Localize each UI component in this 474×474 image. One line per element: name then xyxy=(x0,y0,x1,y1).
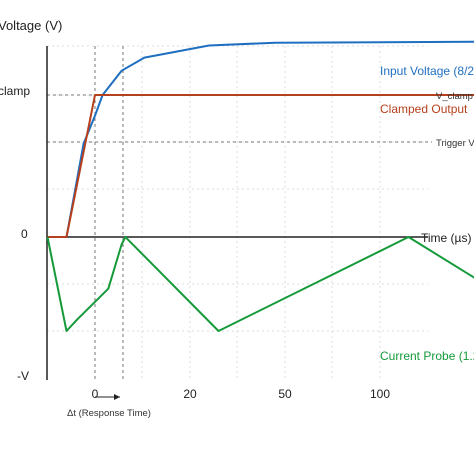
x-tick-label-0: 0 xyxy=(92,387,99,401)
x-axis-label: Time (µs) xyxy=(421,231,471,245)
y-tick-label-zero: 0 xyxy=(21,227,28,241)
v-clamp-annotation: V_clamp xyxy=(436,91,473,102)
grid xyxy=(47,45,428,380)
y-tick-label-clamp: clamp xyxy=(0,84,30,98)
y-tick-label-neg: -V xyxy=(17,369,29,383)
series-label-clamped: Clamped Output xyxy=(380,102,468,116)
series-line-input xyxy=(47,40,474,238)
x-tick-label-100: 100 xyxy=(370,387,390,401)
series-line-probe xyxy=(46,236,474,332)
trigger-annotation: Trigger V xyxy=(436,138,474,149)
series xyxy=(46,40,474,332)
series-line-clamped xyxy=(47,94,474,238)
series-label-input: Input Voltage (8/20 xyxy=(380,64,474,78)
response-time-label: Δt (Response Time) xyxy=(67,408,151,419)
x-tick-label-50: 50 xyxy=(278,387,292,401)
axes xyxy=(46,46,428,380)
y-axis-label: Voltage (V) xyxy=(0,18,62,33)
x-tick-label-20: 20 xyxy=(183,387,197,401)
series-label-probe: Current Probe (1.2 xyxy=(380,349,474,363)
response-time-arrow xyxy=(95,394,120,400)
reference-lines xyxy=(47,46,432,380)
